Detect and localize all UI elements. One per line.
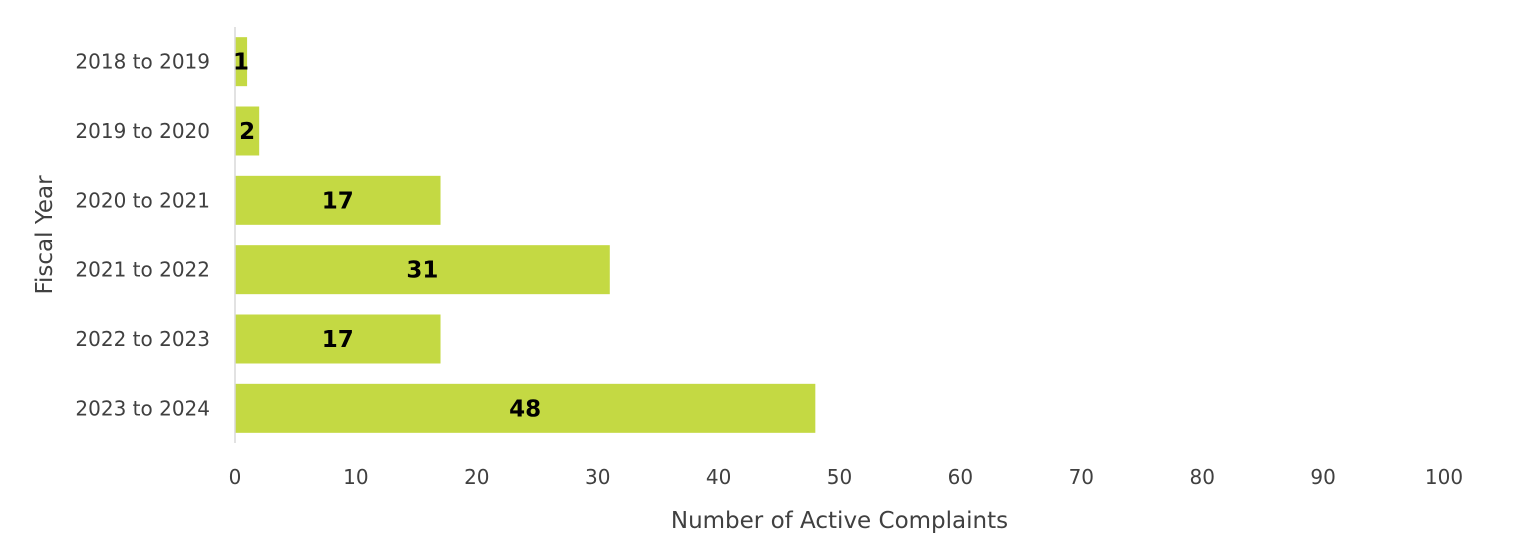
x-tick-label: 30 — [585, 465, 610, 489]
x-tick-label: 0 — [229, 465, 242, 489]
bar-data-labels: 1 2 17 31 17 48 — [233, 50, 541, 423]
y-tick-label: 2021 to 2022 — [75, 258, 210, 282]
x-tick-label: 50 — [827, 465, 852, 489]
y-tick-label: 2018 to 2019 — [75, 50, 210, 74]
bar-value-label: 1 — [233, 50, 249, 76]
bar-2 — [235, 106, 260, 156]
bar-value-label: 17 — [322, 188, 354, 214]
x-tick-label: 10 — [343, 465, 368, 489]
bar-value-label: 17 — [322, 327, 354, 353]
x-tick-labels: 0 10 20 30 40 50 60 70 80 90 100 — [229, 465, 1463, 489]
y-tick-label: 2020 to 2021 — [75, 188, 210, 212]
bars-group — [235, 37, 816, 433]
x-tick-label: 80 — [1189, 465, 1214, 489]
bar-4 — [235, 245, 610, 295]
y-tick-label: 2019 to 2020 — [75, 119, 210, 143]
bar-5 — [235, 314, 441, 364]
x-tick-label: 60 — [948, 465, 973, 489]
bar-3 — [235, 175, 441, 225]
x-tick-label: 100 — [1425, 465, 1463, 489]
x-tick-label: 40 — [706, 465, 731, 489]
y-tick-labels: 2018 to 2019 2019 to 2020 2020 to 2021 2021… — [75, 50, 210, 421]
y-tick-label: 2023 to 2024 — [75, 396, 210, 420]
bar-6 — [235, 383, 816, 433]
x-axis-title: Number of Active Complaints — [671, 508, 1008, 534]
y-axis-title: Fiscal Year — [32, 175, 58, 295]
y-tick-label: 2022 to 2023 — [75, 327, 210, 351]
bar-1 — [235, 37, 248, 87]
x-tick-label: 70 — [1069, 465, 1094, 489]
x-tick-label: 20 — [464, 465, 489, 489]
bar-value-label: 2 — [239, 119, 255, 145]
bar-value-label: 48 — [509, 396, 541, 422]
x-tick-label: 90 — [1310, 465, 1335, 489]
bar-value-label: 31 — [406, 258, 438, 284]
